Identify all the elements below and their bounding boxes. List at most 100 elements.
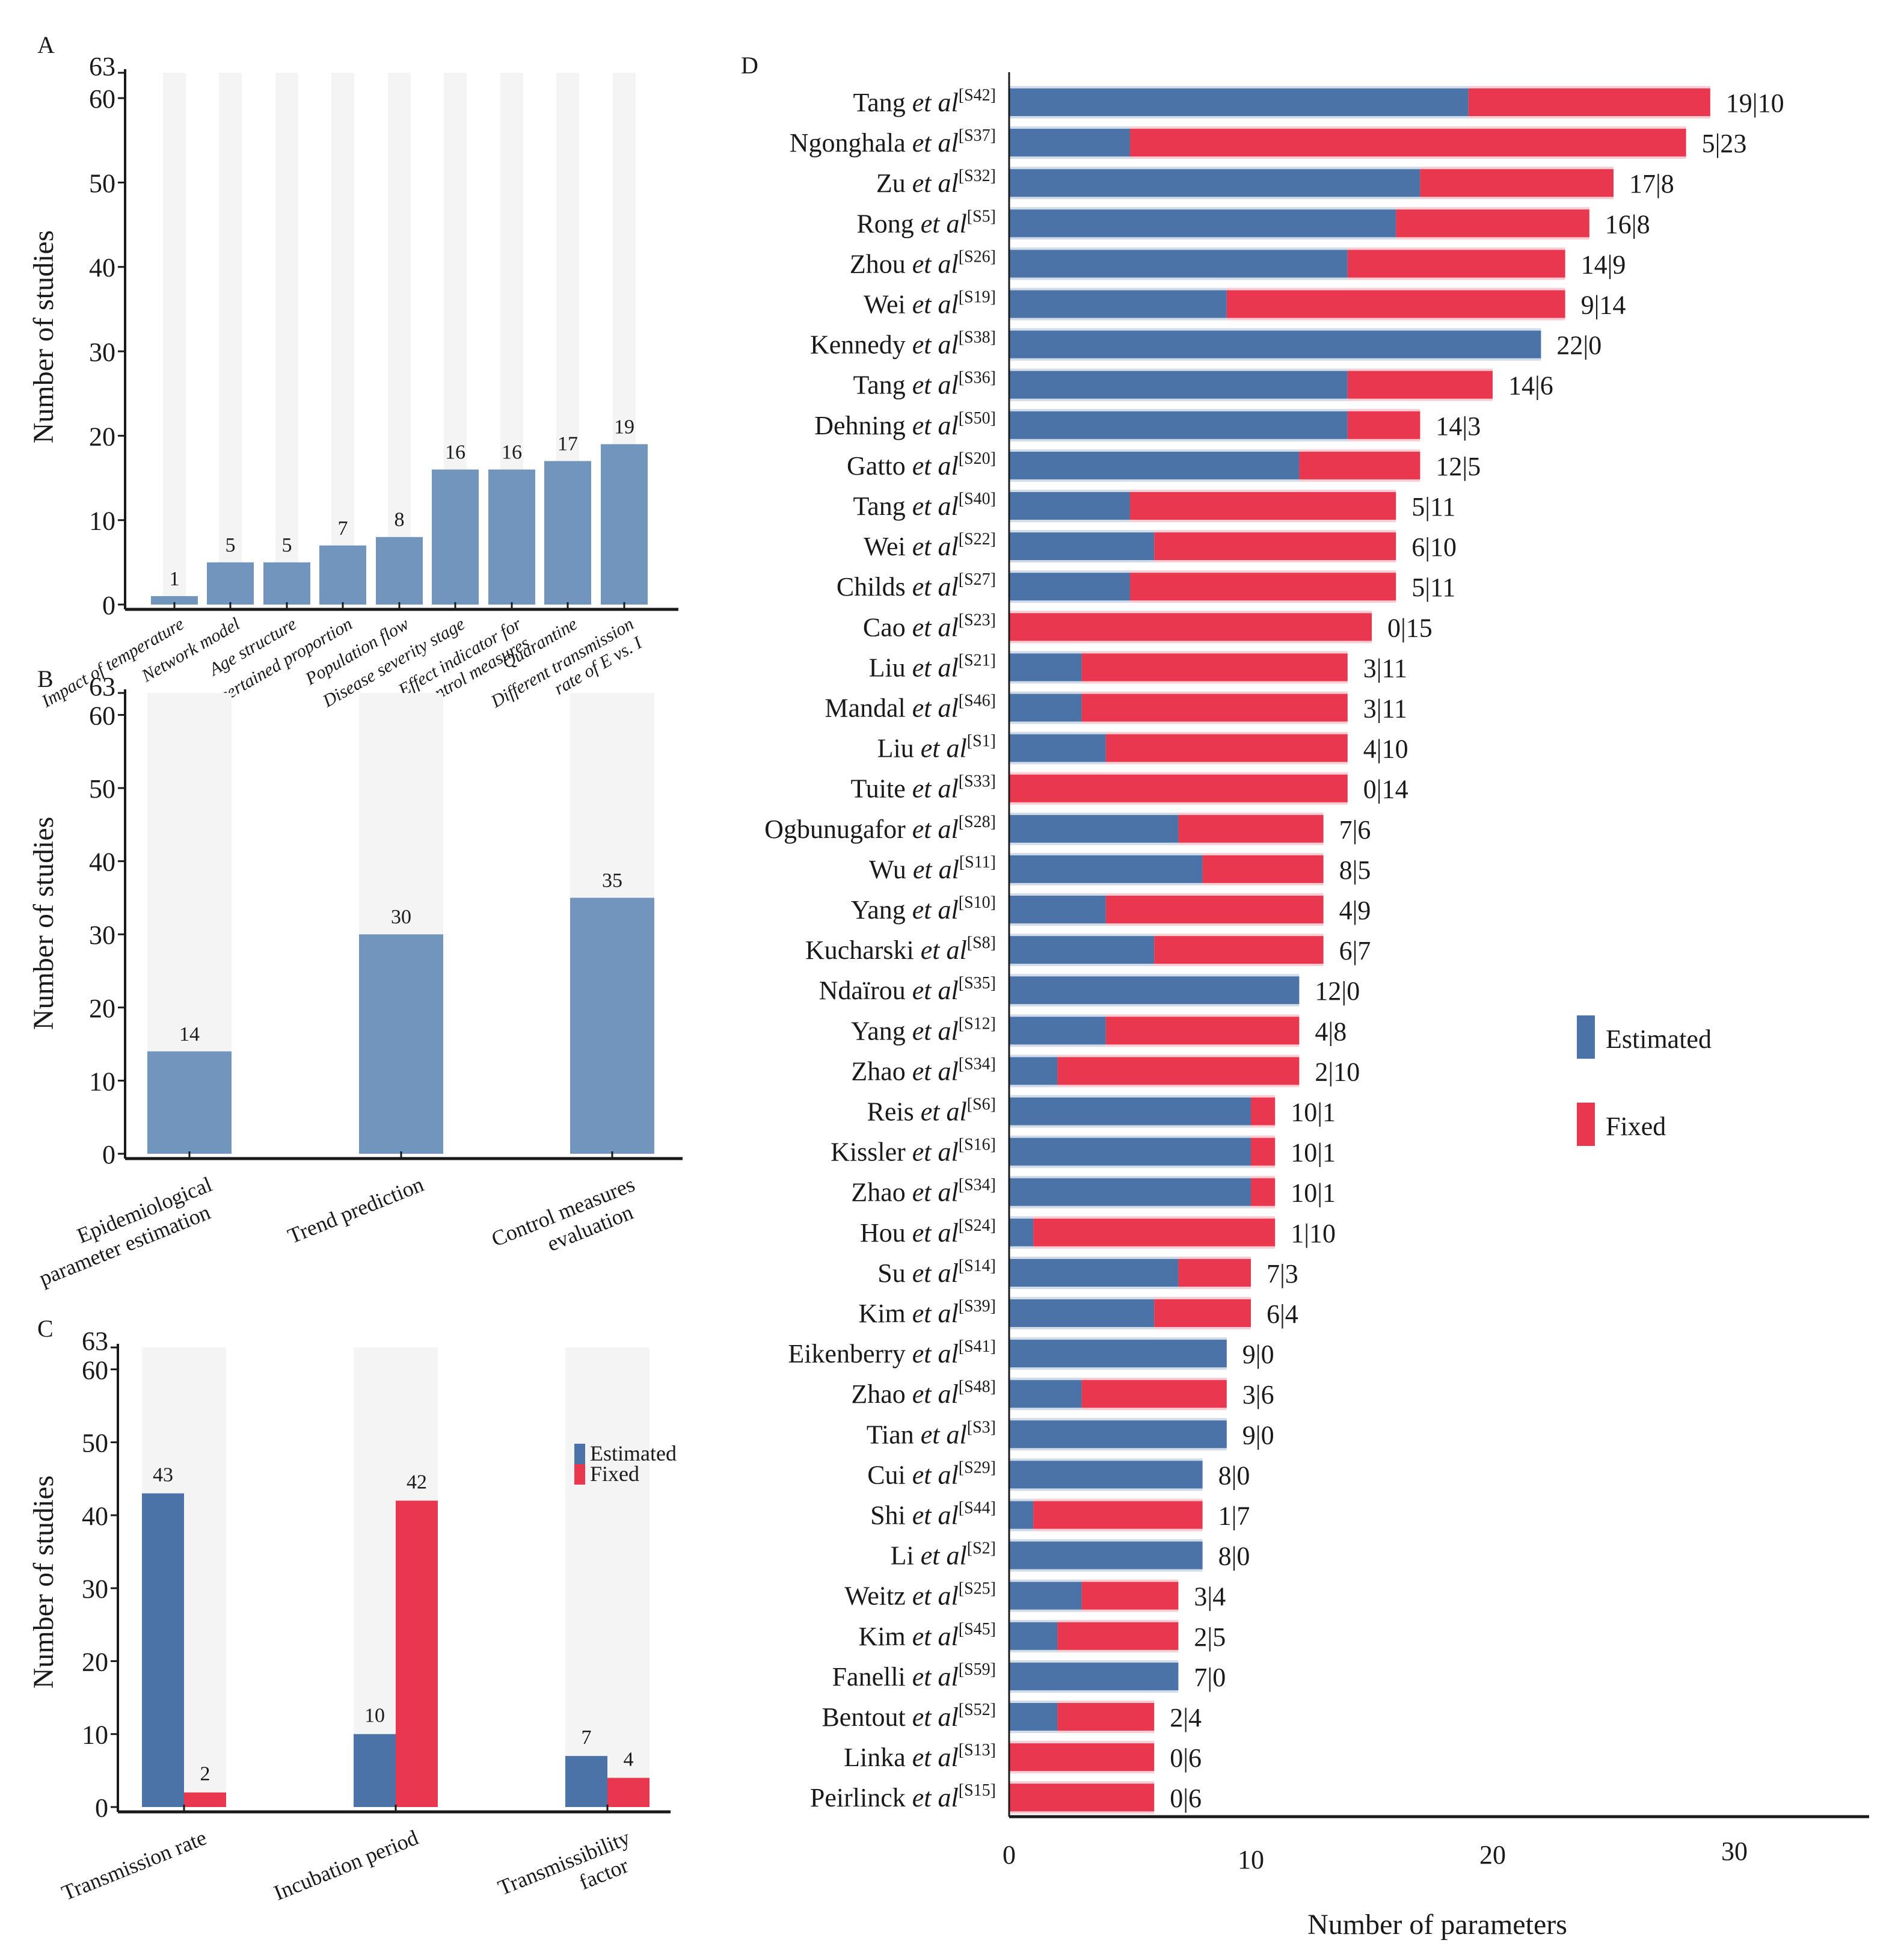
panel-d-bar-estimated: [1009, 209, 1396, 238]
panel-b-y-tick-label: 0: [102, 1140, 115, 1169]
panel-d-bar-fixed: [1009, 613, 1372, 641]
panel-d-study-label: Li et al[S2]: [891, 1539, 996, 1571]
panel-d-pair-label: 3|11: [1363, 653, 1407, 683]
study-author: Tian: [867, 1420, 921, 1449]
panel-a-bar: [263, 562, 310, 605]
panel-d-bar-fixed: [1202, 855, 1324, 883]
study-et-al: et al: [912, 371, 959, 400]
panel-d-study-label: Kim et al[S39]: [859, 1297, 996, 1328]
panel-d-bar-fixed: [1154, 1299, 1251, 1327]
study-ref: [S21]: [959, 651, 996, 670]
panel-d-pair-label: 9|14: [1581, 291, 1626, 320]
study-ref: [S25]: [959, 1580, 996, 1598]
panel-d-pair-label: 8|0: [1218, 1461, 1250, 1490]
panel-d-bar-estimated: [1009, 129, 1130, 157]
panel-d-bar-fixed: [1033, 1501, 1203, 1529]
panel-d-study-label: Fanelli et al[S59]: [832, 1660, 996, 1692]
study-ref: [S11]: [959, 853, 996, 872]
panel-d-pair-label: 0|15: [1387, 613, 1433, 642]
panel-d-bar-fixed: [1347, 250, 1565, 278]
study-ref: [S45]: [959, 1620, 996, 1639]
panel-b-y-tick-label: 60: [89, 701, 115, 730]
study-author: Tang: [853, 88, 912, 117]
study-et-al: et al: [912, 1501, 959, 1530]
panel-c-background-column: [565, 1347, 650, 1807]
panel-d-bar-fixed: [1420, 169, 1614, 197]
panel-c-x-label: Transmissibilityfactor: [494, 1825, 643, 1923]
study-author: Liu: [869, 653, 912, 682]
study-et-al: et al: [912, 168, 959, 198]
panel-b-bar: [147, 1051, 232, 1154]
panel-b-y-tick-label: 10: [89, 1067, 115, 1096]
panel-d-study-label: Liu et al[S1]: [877, 732, 996, 763]
panel-a-background-column: [275, 73, 298, 605]
panel-c-bars: [142, 1493, 650, 1812]
panel-a-value-label: 7: [338, 517, 348, 540]
panel-d-pair-label: 6|7: [1339, 936, 1371, 965]
panel-d-study-label: Zhou et al[S26]: [850, 247, 996, 279]
panel-d-bar-fixed: [1057, 1703, 1155, 1731]
study-ref: [S32]: [959, 167, 996, 185]
study-et-al: et al: [912, 1622, 959, 1651]
panel-b-bar: [570, 898, 654, 1154]
study-et-al: et al: [912, 976, 959, 1005]
study-ref: [S12]: [959, 1014, 996, 1033]
panel-d-study-label: Ogbunugafor et al[S28]: [764, 813, 996, 844]
panel-d-bar-fixed: [1105, 1017, 1300, 1045]
panel-d-bar-estimated: [1009, 1581, 1082, 1610]
panel-d-study-label: Tang et al[S36]: [853, 369, 996, 400]
panel-d-bar-fixed: [1347, 371, 1493, 399]
study-et-al: et al: [921, 935, 967, 965]
panel-d-study-label: Wei et al[S22]: [864, 530, 996, 561]
panel-a-background-column: [163, 73, 186, 605]
panel-d-study-label: Rong et al[S5]: [856, 207, 996, 238]
panel-d-study-label: Kissler et al[S16]: [831, 1136, 996, 1167]
panel-d-bar-estimated: [1009, 1541, 1203, 1569]
study-author: Wei: [864, 532, 912, 561]
panel-c-y-tick-label: 60: [82, 1355, 108, 1385]
panel-a-bar: [207, 562, 254, 605]
study-et-al: et al: [912, 1218, 959, 1248]
panel-a-background-column: [331, 73, 354, 605]
panel-d-study-label: Cui et al[S29]: [867, 1458, 996, 1489]
study-et-al: et al: [921, 734, 967, 763]
panel-d-bar-estimated: [1009, 855, 1203, 883]
study-ref: [S28]: [959, 813, 996, 831]
panel-d-pair-label: 22|0: [1556, 331, 1602, 360]
panel-d-pair-label: 12|0: [1315, 976, 1360, 1006]
panel-d-bar-estimated: [1009, 1420, 1227, 1449]
panel-d-bar-fixed: [1154, 532, 1396, 561]
study-author: Kucharski: [805, 935, 921, 965]
panel-d-bar-fixed: [1105, 734, 1348, 762]
study-ref: [S48]: [959, 1378, 996, 1396]
panel-c-bar-fixed: [607, 1778, 650, 1807]
panel-d-study-label: Tang et al[S40]: [853, 490, 996, 521]
panel-d-pair-label: 4|8: [1315, 1017, 1347, 1046]
panel-d-pair-label: 14|6: [1508, 371, 1553, 401]
study-ref: [S29]: [959, 1458, 996, 1477]
panel-d-study-label: Su et al[S14]: [877, 1257, 996, 1288]
panel-d-study-label: Mandal et al[S46]: [825, 692, 996, 723]
panel-d-bar-fixed: [1251, 1097, 1276, 1125]
panel-b-letter: B: [37, 665, 54, 692]
panel-a-background-column: [219, 73, 242, 605]
panel-d-pair-label: 14|9: [1581, 250, 1626, 279]
panel-d-bar-estimated: [1009, 1178, 1251, 1206]
panel-d-bar-fixed: [1130, 129, 1686, 157]
study-author: Hou: [860, 1218, 912, 1248]
panel-b-x-label: Control measuresevaluation: [488, 1172, 647, 1275]
panel-a-y-tick-label: 10: [89, 506, 115, 536]
panel-d-pair-label: 7|0: [1194, 1663, 1226, 1692]
panel-d-x-tick-label: 30: [1721, 1837, 1748, 1866]
study-et-al: et al: [912, 1258, 959, 1288]
panel-d-study-label: Peirlinck et al[S15]: [810, 1781, 996, 1812]
panel-d-study-label: Dehning et al[S50]: [814, 409, 996, 440]
panel-b-x-label-line: Trend prediction: [284, 1172, 427, 1248]
study-author: Su: [877, 1258, 912, 1288]
panel-d-bar-estimated: [1009, 1662, 1179, 1690]
panel-d-pair-label: 7|3: [1267, 1259, 1298, 1289]
panel-a-bar: [432, 469, 479, 605]
panel-d-pair-label: 2|5: [1194, 1622, 1226, 1652]
panel-d-study-label: Reis et al[S6]: [867, 1095, 996, 1127]
